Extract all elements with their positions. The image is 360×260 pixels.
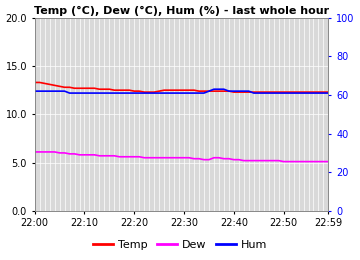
Title: Temp (°C), Dew (°C), Hum (%) - last whole hour: Temp (°C), Dew (°C), Hum (%) - last whol… (34, 5, 329, 16)
Legend: Temp, Dew, Hum: Temp, Dew, Hum (88, 236, 272, 255)
